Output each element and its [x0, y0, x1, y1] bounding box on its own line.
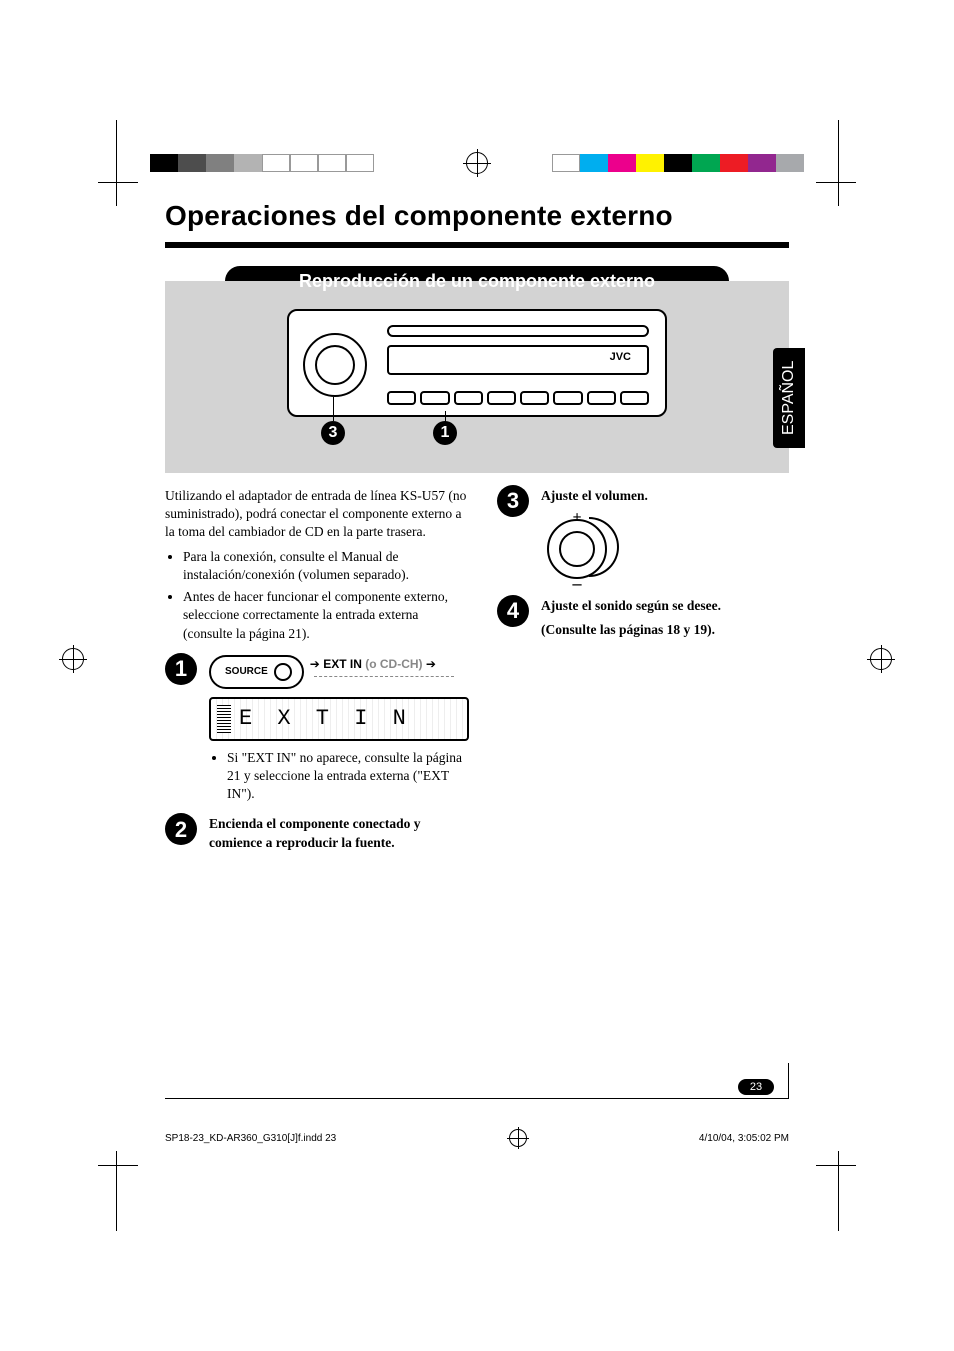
- crop-mark-bottom-left: [98, 1151, 138, 1231]
- step4-line2: (Consulte las páginas 18 y 19).: [541, 621, 789, 639]
- hero-callout-3: 3: [321, 421, 345, 445]
- stereo-cd-slot-icon: [387, 325, 649, 337]
- page-title: Operaciones del componente externo: [165, 200, 789, 232]
- step1-note: Si "EXT IN" no aparece, consulte la pági…: [227, 749, 469, 804]
- hero-callout-1: 1: [433, 421, 457, 445]
- color-bars-right: [552, 154, 804, 172]
- step-number-4: 4: [497, 595, 529, 627]
- registration-target-right-icon: [870, 648, 892, 670]
- title-rule: [165, 242, 789, 248]
- volume-knob-illustration: + –: [541, 513, 613, 585]
- registration-target-footer-icon: [509, 1129, 527, 1147]
- page-content: Operaciones del componente externo Repro…: [165, 200, 789, 858]
- language-tab: ESPAÑOL: [773, 348, 805, 448]
- stereo-brand-label: JVC: [610, 351, 631, 363]
- rotate-arrow-icon: [589, 517, 619, 577]
- print-footer: SP18-23_KD-AR360_G310[J]f.indd 23 4/10/0…: [165, 1129, 789, 1147]
- page-number: 23: [738, 1079, 774, 1095]
- left-column: Utilizando el adaptador de entrada de lí…: [165, 487, 469, 858]
- right-column: 3 Ajuste el volumen. + – 4 Ajuste el son…: [497, 487, 789, 858]
- bottom-corner-rule: [165, 1098, 789, 1099]
- step-number-2: 2: [165, 813, 197, 845]
- step-number-3: 3: [497, 485, 529, 517]
- crop-mark-bottom-right: [816, 1151, 856, 1231]
- footer-file-label: SP18-23_KD-AR360_G310[J]f.indd 23: [165, 1133, 336, 1144]
- step3-text: Ajuste el volumen.: [541, 487, 789, 505]
- crop-mark-top-right: [816, 120, 856, 206]
- crop-mark-top-left: [98, 120, 138, 206]
- step-2: 2 Encienda el componente conectado y com…: [165, 815, 469, 851]
- step4-line1: Ajuste el sonido según se desee.: [541, 597, 789, 615]
- minus-icon: –: [573, 571, 582, 595]
- lcd-display-illustration: E X T I N: [209, 697, 469, 741]
- step2-text: Encienda el componente conectado y comie…: [209, 815, 469, 851]
- car-stereo-illustration: JVC: [287, 309, 667, 417]
- intro-paragraph: Utilizando el adaptador de entrada de lí…: [165, 487, 469, 542]
- step-3: 3 Ajuste el volumen. + –: [497, 487, 789, 585]
- stereo-knob-icon: [303, 333, 367, 397]
- source-button-illustration: SOURCE: [209, 655, 304, 689]
- registration-target-left-icon: [62, 648, 84, 670]
- intro-bullet: Antes de hacer funcionar el componente e…: [183, 588, 469, 643]
- printer-registration-top: [0, 140, 954, 186]
- step-1: 1 SOURCE ➔ EXT IN (o CD-CH) ➔ E X T I N: [165, 655, 469, 804]
- source-cycle-label: ➔ EXT IN (o CD-CH) ➔: [310, 656, 469, 688]
- callout-line: [333, 397, 334, 421]
- mini-knob-icon: [274, 663, 292, 681]
- registration-target-icon: [466, 152, 488, 174]
- hero-illustration: JVC 3 1: [165, 281, 789, 473]
- source-label: SOURCE: [225, 665, 268, 679]
- footer-timestamp: 4/10/04, 3:05:02 PM: [699, 1133, 789, 1144]
- color-bars-left: [150, 154, 374, 172]
- step-number-1: 1: [165, 653, 197, 685]
- stereo-buttons-icon: [387, 391, 649, 405]
- intro-bullet: Para la conexión, consulte el Manual de …: [183, 548, 469, 584]
- step-4: 4 Ajuste el sonido según se desee. (Cons…: [497, 597, 789, 639]
